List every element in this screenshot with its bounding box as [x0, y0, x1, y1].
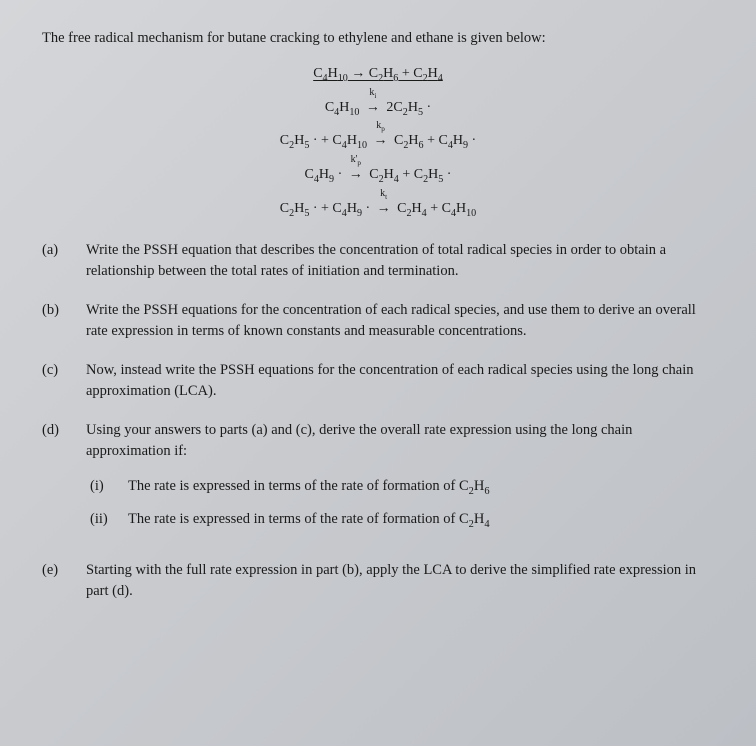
part-a-text: Write the PSSH equation that describes t… [86, 240, 714, 282]
part-d-text: Using your answers to parts (a) and (c),… [86, 420, 714, 542]
subpart-i: (i) The rate is expressed in terms of th… [90, 476, 714, 497]
equations-block: C4H10 → C2H6 + C2H4 C4H10 ki→ 2C2H5 · C2… [42, 64, 714, 218]
subpart-ii-text: The rate is expressed in terms of the ra… [128, 509, 714, 530]
part-e-text: Starting with the full rate expression i… [86, 560, 714, 602]
question-parts: (a) Write the PSSH equation that describ… [42, 240, 714, 602]
step-propagation-1: C2H5 · + C4H10 kp→ C2H6 + C4H9 · [42, 131, 714, 151]
subpart-i-label: (i) [90, 476, 128, 497]
step-initiation: C4H10 ki→ 2C2H5 · [42, 98, 714, 118]
step-termination: C2H5 · + C4H9 · kt→ C2H4 + C4H10 [42, 199, 714, 219]
part-e-label: (e) [42, 560, 86, 602]
subpart-i-text: The rate is expressed in terms of the ra… [128, 476, 714, 497]
part-b-label: (b) [42, 300, 86, 342]
intro-text: The free radical mechanism for butane cr… [42, 28, 714, 48]
step-propagation-2: C4H9 · k'p→ C2H4 + C2H5 · [42, 165, 714, 185]
overall-reaction: C4H10 → C2H6 + C2H4 [42, 64, 714, 84]
part-b-text: Write the PSSH equations for the concent… [86, 300, 714, 342]
part-c-label: (c) [42, 360, 86, 402]
part-d-label: (d) [42, 420, 86, 542]
subpart-ii: (ii) The rate is expressed in terms of t… [90, 509, 714, 530]
part-d-subparts: (i) The rate is expressed in terms of th… [86, 476, 714, 530]
part-c-text: Now, instead write the PSSH equations fo… [86, 360, 714, 402]
part-d-intro: Using your answers to parts (a) and (c),… [86, 422, 632, 459]
subpart-ii-label: (ii) [90, 509, 128, 530]
part-a-label: (a) [42, 240, 86, 282]
